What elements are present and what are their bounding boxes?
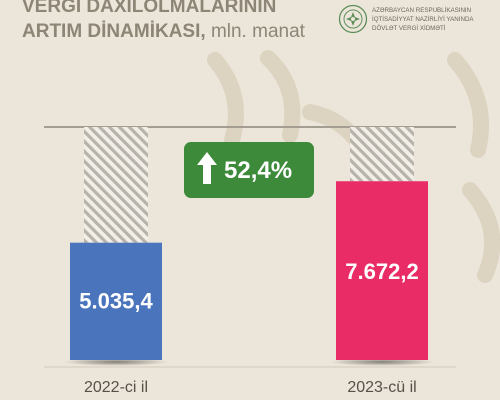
title-unit: mln. manat — [210, 21, 305, 42]
arrow-up-icon — [197, 152, 217, 184]
category-label: 2023-cü il — [347, 379, 416, 396]
title-line-1: VERGİ DAXİLOLMALARININ — [22, 0, 277, 17]
bar-2 — [336, 181, 428, 360]
organization-name: AZƏRBAYCAN RESPUBLİKASININ İQTİSADİYYAT … — [372, 6, 496, 33]
organization-line-3: DÖVLƏT VERGİ XİDMƏTİ — [372, 25, 446, 32]
bar-remainder-hatch — [84, 127, 148, 243]
title-main: ARTIM DİNAMİKASI, — [22, 21, 206, 42]
organization-line-1: AZƏRBAYCAN RESPUBLİKASININ — [372, 7, 472, 14]
organization-line-2: İQTİSADİYYAT NAZİRLİYİ YANINDA — [372, 16, 474, 23]
bar-value-label: 5.035,4 — [79, 289, 153, 314]
bar-remainder-hatch — [350, 127, 414, 182]
growth-percentage: 52,4% — [224, 157, 292, 184]
title-line-2: ARTIM DİNAMİKASI, mln. manat — [22, 19, 305, 44]
bar-value-label: 7.672,2 — [345, 259, 418, 284]
emblem-icon — [338, 4, 368, 34]
category-label: 2022-ci il — [84, 379, 148, 396]
growth-badge: 52,4% — [184, 142, 314, 198]
bar-1 — [70, 242, 162, 360]
growth-badge-box — [184, 142, 314, 198]
chart-title: VERGİ DAXİLOLMALARININ ARTIM DİNAMİKASI,… — [22, 0, 305, 44]
